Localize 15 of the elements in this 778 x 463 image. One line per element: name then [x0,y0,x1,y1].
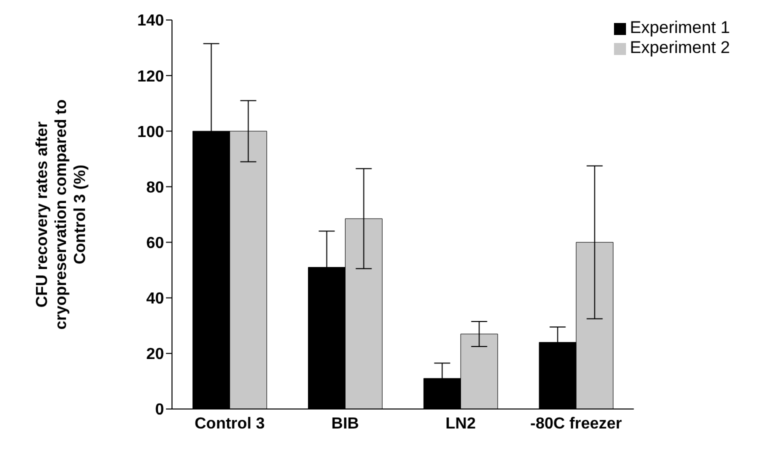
y-tick-label: 20 [146,346,164,364]
y-tick-label: 60 [146,234,164,252]
x-tick-label: -80C freezer [530,415,622,432]
legend-label: Experiment 1 [630,18,730,37]
y-tick-label: 80 [146,179,164,196]
y-tick-label: 120 [137,68,164,86]
x-tick-label: Control 3 [194,415,265,432]
x-tick-label: LN2 [446,415,476,432]
x-tick-label: BIB [331,415,359,432]
legend-label: Experiment 2 [630,38,730,57]
y-tick-label: 40 [146,290,164,308]
y-tick-label: 0 [155,402,164,419]
y-tick-label: 100 [137,124,164,141]
y-axis-title: CFU recovery rates after cryopreservation compared to Control 3 (%) [34,99,89,330]
y-tick-label: 140 [137,12,164,30]
